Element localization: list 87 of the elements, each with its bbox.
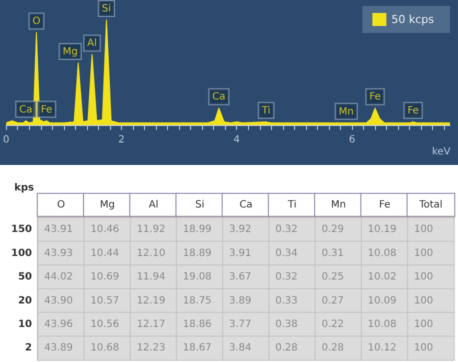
annotation: Ca bbox=[212, 92, 226, 103]
y-tick-label: 50 bbox=[18, 272, 32, 283]
y-tick-label: 10 bbox=[18, 318, 32, 330]
annotation: Si bbox=[102, 4, 112, 14]
data-label: 18.89 bbox=[182, 248, 212, 259]
x-tick-label: Mg bbox=[100, 199, 115, 210]
y-tick-label: 20 bbox=[18, 295, 32, 306]
data-label: 11.94 bbox=[136, 272, 166, 283]
x-tick-label: Ca bbox=[239, 199, 253, 210]
legend-label: 50 kcps bbox=[391, 13, 434, 26]
y-tick-label: 100 bbox=[11, 248, 32, 259]
data-label: 3.89 bbox=[229, 295, 252, 306]
x-tick-label: Si bbox=[195, 199, 204, 210]
data-label: 43.89 bbox=[44, 342, 73, 354]
annotation: Ca bbox=[19, 104, 32, 116]
data-label: 10.08 bbox=[368, 318, 396, 330]
data-label: 0.32 bbox=[275, 272, 298, 283]
data-label: 10.09 bbox=[368, 295, 396, 306]
data-label: 3.91 bbox=[229, 248, 252, 259]
data-label: 10.12 bbox=[368, 342, 396, 354]
data-label: 0.38 bbox=[275, 318, 298, 330]
data-label: 11.92 bbox=[136, 224, 166, 236]
data-label: 10.69 bbox=[90, 272, 120, 283]
data-label: 44.02 bbox=[44, 272, 73, 283]
data-label: 19.08 bbox=[182, 272, 212, 283]
data-label: 0.33 bbox=[275, 295, 298, 306]
annotation: Al bbox=[87, 38, 97, 50]
data-label: 0.28 bbox=[322, 342, 344, 354]
annotation: Fe bbox=[369, 92, 381, 103]
data-label: 18.75 bbox=[182, 295, 212, 306]
data-label: 43.90 bbox=[44, 295, 73, 306]
data-label: 18.99 bbox=[182, 224, 212, 236]
data-label: 3.84 bbox=[229, 342, 252, 354]
data-label: 10.08 bbox=[368, 248, 396, 259]
y-tick-label: 150 bbox=[11, 224, 32, 236]
data-label: 3.77 bbox=[229, 318, 252, 330]
data-label: 10.46 bbox=[90, 224, 120, 236]
data-label: 12.19 bbox=[136, 295, 166, 306]
data-label: 10.02 bbox=[368, 272, 396, 283]
data-label: 100 bbox=[414, 272, 434, 283]
x-tick-label: 0 bbox=[2, 134, 10, 146]
data-label: 12.10 bbox=[136, 248, 166, 259]
annotation: Fe bbox=[407, 105, 419, 116]
data-label: 10.68 bbox=[90, 342, 120, 354]
x-axis-title: keV bbox=[432, 146, 451, 158]
x-tick-label: Mn bbox=[330, 199, 346, 210]
data-label: 100 bbox=[414, 248, 434, 259]
data-label: 100 bbox=[414, 318, 434, 330]
data-label: 0.29 bbox=[322, 224, 344, 236]
data-label: 100 bbox=[414, 224, 434, 236]
data-label: 0.25 bbox=[322, 272, 344, 283]
data-label: 0.27 bbox=[322, 295, 344, 306]
data-label: 10.57 bbox=[90, 295, 120, 306]
data-label: 0.32 bbox=[275, 224, 298, 236]
data-label: 18.67 bbox=[182, 342, 212, 354]
x-tick-label: 4 bbox=[234, 134, 240, 146]
x-tick-label: Fe bbox=[378, 199, 390, 210]
data-label: 10.56 bbox=[90, 318, 120, 330]
annotation: Ti bbox=[260, 105, 270, 116]
annotation: Mn bbox=[338, 106, 354, 118]
data-label: 10.44 bbox=[90, 248, 120, 259]
x-tick-label: Ti bbox=[286, 199, 297, 210]
data-label: 43.91 bbox=[44, 224, 73, 236]
annotation: Mg bbox=[62, 46, 78, 58]
data-label: 18.86 bbox=[182, 318, 212, 330]
data-label: 0.34 bbox=[275, 248, 298, 259]
data-label: 100 bbox=[414, 342, 434, 354]
data-label: 0.31 bbox=[322, 248, 344, 259]
data-label: 0.28 bbox=[275, 342, 298, 354]
data-label: 3.67 bbox=[229, 272, 252, 283]
annotation: O bbox=[32, 16, 41, 28]
x-tick-label: 6 bbox=[348, 134, 356, 146]
data-label: 100 bbox=[414, 295, 434, 306]
data-label: 10.19 bbox=[368, 224, 396, 236]
data-label: 12.17 bbox=[136, 318, 166, 330]
x-tick-label: O bbox=[57, 199, 66, 210]
x-tick-label: Total bbox=[418, 199, 443, 210]
data-label: 3.92 bbox=[229, 224, 252, 236]
data-label: 43.93 bbox=[44, 248, 73, 259]
annotation: Fe bbox=[40, 104, 52, 116]
x-tick-label: Al bbox=[148, 199, 158, 210]
data-label: 43.96 bbox=[44, 318, 73, 330]
y-axis-title: kps bbox=[14, 182, 34, 194]
x-tick-label: 2 bbox=[118, 134, 125, 146]
data-label: 0.22 bbox=[322, 318, 344, 330]
y-tick-label: 2 bbox=[25, 342, 32, 354]
data-label: 12.23 bbox=[136, 342, 166, 354]
